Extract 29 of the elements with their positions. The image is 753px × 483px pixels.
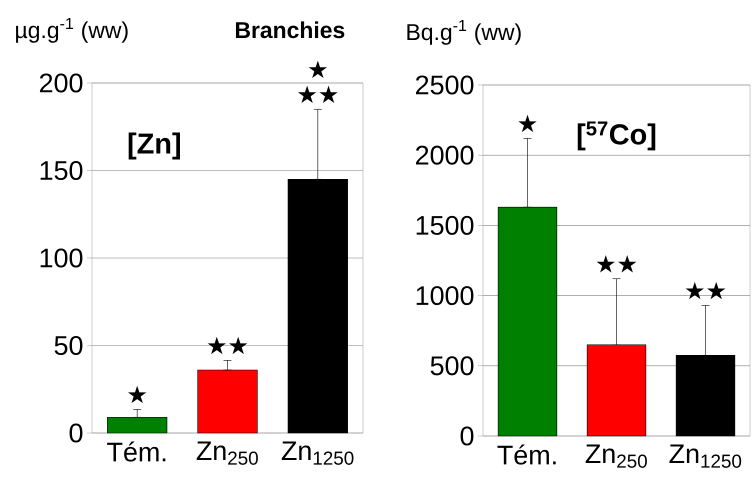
annotation: ★ [308,60,327,78]
x-tick-label: Zn$_{1250}$ [282,442,354,465]
annotation: [Zn] [128,132,180,160]
annotation: ★★ [298,86,338,104]
x-tick-label: Zn$_{250}$ [586,444,647,468]
annotation: ★ [518,114,537,132]
y-axis-title: µg.g$^{-1}$ (ww) [16,18,128,43]
y-tick-label: 150 [40,160,82,180]
x-tick-label: Zn$_{250}$ [196,442,258,465]
chart-title: Branchies [236,21,344,38]
y-tick-label: 1500 [416,216,474,235]
annotation: ★ [128,386,146,404]
y-tick-label: 500 [430,356,474,376]
y-tick-label: 2500 [416,75,474,95]
y-tick-label: 100 [40,248,82,268]
x-tick-label: Tém. [107,442,166,462]
x-tick-label: Zn$_{1250}$ [669,444,742,468]
x-tick-label: Tém. [497,444,556,465]
y-tick-label: 2000 [416,146,474,165]
y-tick-label: 1000 [416,286,474,306]
y-tick-label: 0 [460,426,474,446]
annotation: ★★ [686,282,726,300]
y-tick-label: 50 [54,336,82,356]
y-tick-label: 200 [40,73,82,93]
annotation: ★★ [208,336,248,354]
y-axis-title: Bq.g$^{-1}$ (ww) [407,20,521,45]
annotation: ★★ [596,255,636,273]
y-tick-label: 0 [70,423,82,443]
annotation: [$^{57}$Co] [578,121,656,150]
